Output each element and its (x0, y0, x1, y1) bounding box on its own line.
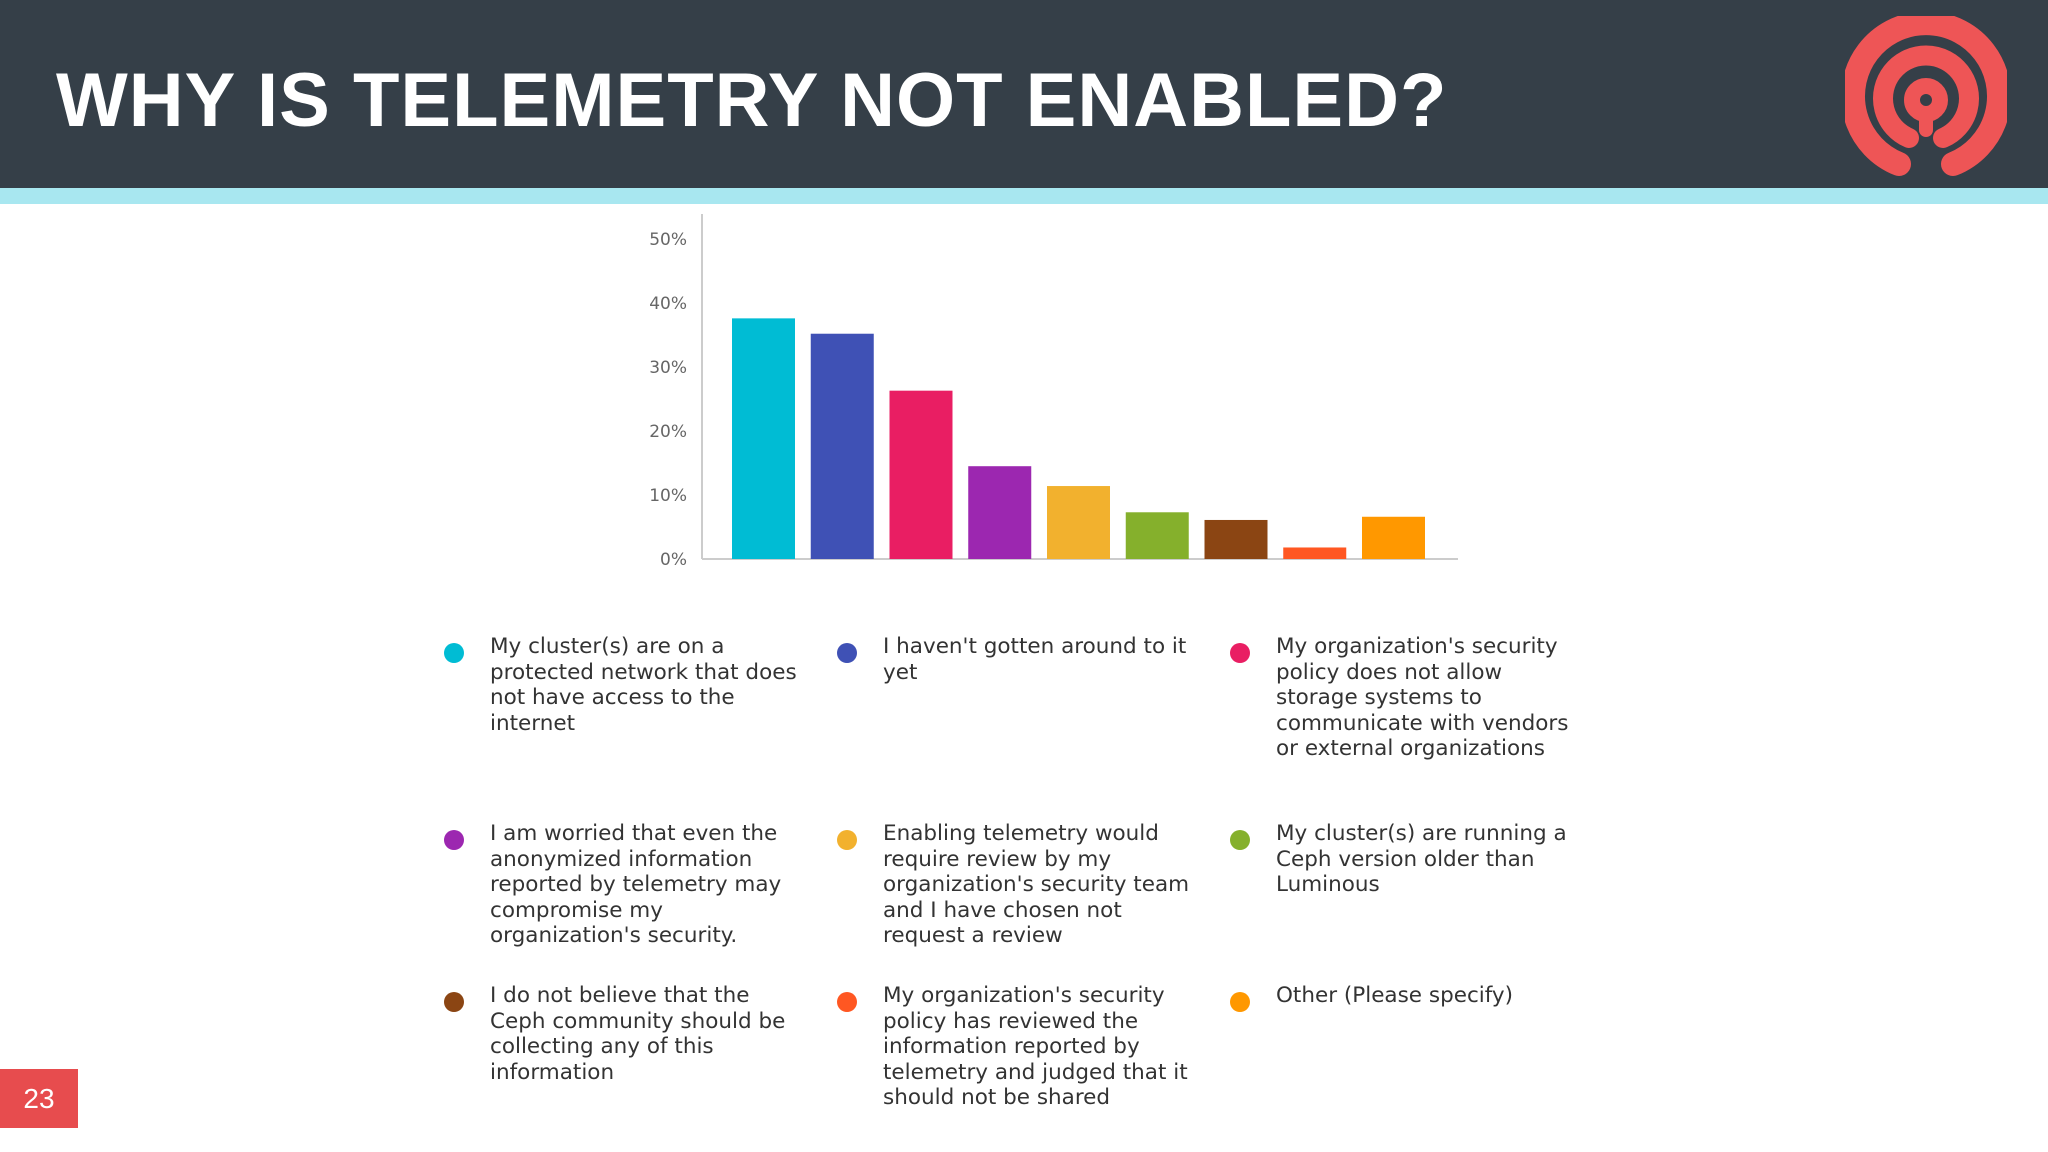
legend-label: My organization's security policy does n… (1276, 634, 1569, 762)
bar-6 (1125, 512, 1189, 559)
bar-5 (1047, 486, 1110, 559)
slide-header: WHY IS TELEMETRY NOT ENABLED? (0, 0, 2048, 188)
y-tick-labels: 0% 10% 20% 30% 40% 50% (649, 230, 687, 570)
ceph-logo-icon (1845, 16, 2007, 176)
bar-1 (732, 318, 795, 559)
bar-2 (810, 333, 874, 559)
legend-dot-icon (837, 992, 857, 1012)
legend-dot-icon (837, 830, 857, 850)
legend-dot-icon (1230, 830, 1250, 850)
legend-dot-icon (837, 643, 857, 663)
legend-label: My cluster(s) are on a protected network… (490, 634, 797, 736)
legend-label: Enabling telemetry would require review … (883, 821, 1190, 949)
bar-8 (1283, 547, 1347, 559)
y-tick-label: 50% (649, 230, 687, 250)
legend-label: My organization's security policy has re… (883, 983, 1188, 1111)
bar-3 (889, 390, 953, 559)
bars (732, 318, 1425, 559)
legend-label: Other (Please specify) (1276, 983, 1514, 1008)
legend-dot-icon (1230, 992, 1250, 1012)
y-tick-label: 10% (649, 486, 687, 506)
legend-label: I am worried that even the anonymized in… (490, 821, 782, 949)
slide-title: WHY IS TELEMETRY NOT ENABLED? (56, 58, 1448, 143)
y-tick-label: 0% (660, 550, 687, 570)
legend-dot-icon (444, 643, 464, 663)
y-tick-label: 40% (649, 294, 687, 314)
page-number: 23 (0, 1069, 78, 1128)
legend-label: My cluster(s) are running a Ceph version… (1276, 821, 1567, 898)
bar-9 (1362, 516, 1425, 559)
legend-label: I do not believe that the Ceph community… (490, 983, 786, 1085)
legend-dot-icon (444, 830, 464, 850)
legend-dot-icon (444, 992, 464, 1012)
legend-dot-icon (1230, 643, 1250, 663)
y-tick-label: 30% (649, 358, 687, 378)
legend-label: I haven't gotten around to it yet (883, 634, 1187, 685)
y-tick-label: 20% (649, 422, 687, 442)
bar-4 (968, 466, 1032, 559)
bar-7 (1204, 519, 1268, 559)
header-accent-band (0, 188, 2048, 204)
